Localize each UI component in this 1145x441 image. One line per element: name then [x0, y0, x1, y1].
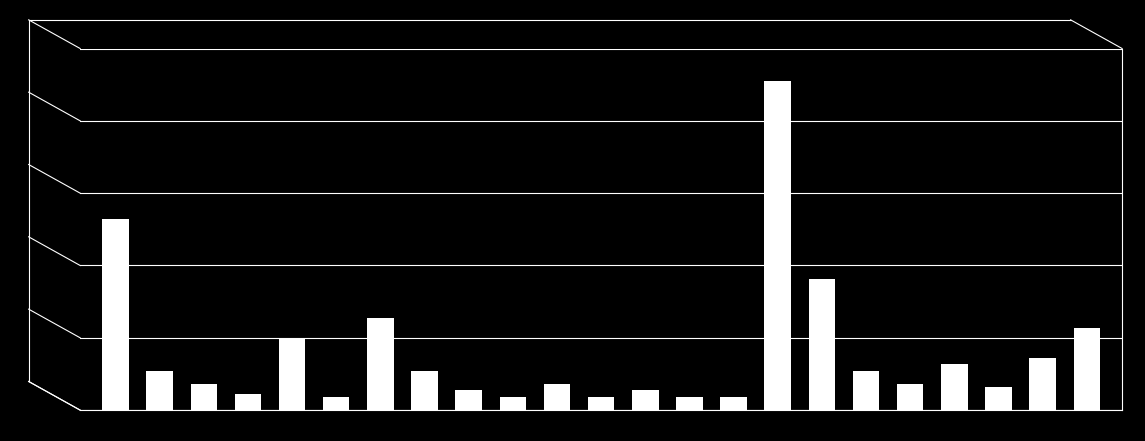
Bar [941, 364, 968, 410]
Bar [985, 387, 1012, 410]
Bar [102, 220, 128, 410]
Bar [235, 394, 261, 410]
Bar [765, 82, 791, 410]
Bar [897, 384, 923, 410]
Bar [587, 397, 615, 410]
Bar [1074, 328, 1100, 410]
Bar [720, 397, 747, 410]
Bar [323, 397, 349, 410]
Bar [544, 384, 570, 410]
Bar [499, 397, 526, 410]
Bar [147, 371, 173, 410]
Bar [853, 371, 879, 410]
Bar [632, 390, 658, 410]
Bar [368, 318, 394, 410]
Bar [677, 397, 703, 410]
Bar [190, 384, 218, 410]
Bar [279, 338, 306, 410]
Bar [1029, 358, 1056, 410]
Bar [808, 279, 835, 410]
Bar [411, 371, 437, 410]
Bar [456, 390, 482, 410]
